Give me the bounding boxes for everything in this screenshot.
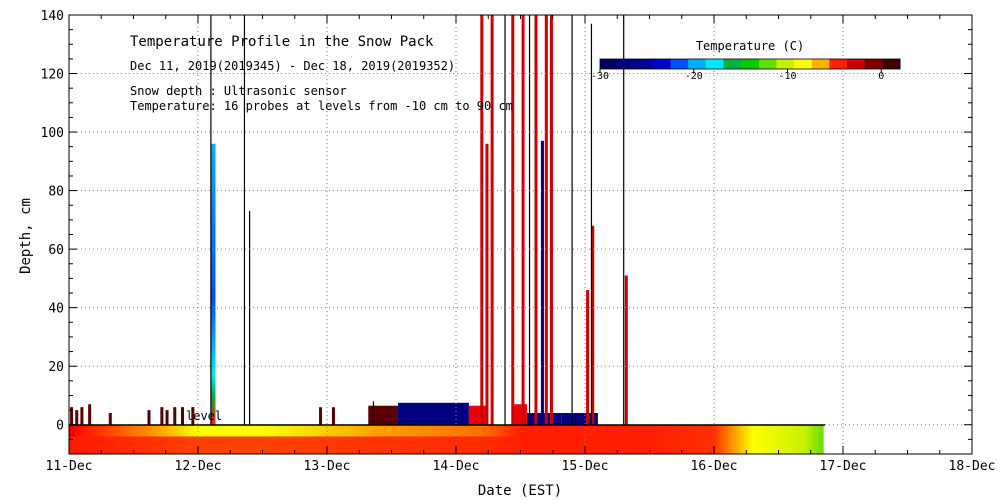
y-tick-label: 40 bbox=[48, 302, 64, 317]
depth-spike bbox=[504, 15, 506, 425]
depth-spike bbox=[181, 407, 185, 425]
depth-spike bbox=[331, 407, 335, 425]
ground-deep-band bbox=[69, 436, 534, 454]
depth-spike bbox=[88, 404, 92, 425]
y-tick-label: 60 bbox=[48, 243, 64, 258]
depth-spike bbox=[173, 407, 177, 425]
colorbar-cell bbox=[811, 59, 830, 69]
colorbar-cell bbox=[705, 59, 725, 69]
colorbar-cell bbox=[741, 59, 760, 69]
x-tick-label: 13-Dec bbox=[304, 459, 351, 474]
depth-spike bbox=[160, 407, 164, 425]
depth-spike bbox=[372, 401, 375, 425]
colorbar-frame bbox=[599, 58, 901, 70]
colorbar-cell bbox=[864, 59, 883, 69]
note-snow-depth: Snow depth : Ultrasonic sensor bbox=[130, 84, 347, 98]
temperature-column bbox=[211, 143, 216, 425]
colorbar-cell bbox=[882, 59, 901, 69]
depth-spike bbox=[75, 410, 79, 425]
colorbar: Temperature (C) -30 -20 -10 0 bbox=[591, 39, 901, 82]
x-tick-label: 11-Dec bbox=[46, 459, 93, 474]
x-tick-label: 14-Dec bbox=[433, 459, 480, 474]
y-tick-label: 100 bbox=[41, 126, 64, 141]
colorbar-cell bbox=[829, 59, 848, 69]
depth-spike bbox=[571, 15, 573, 425]
colorbar-cell bbox=[847, 59, 866, 69]
snow-band bbox=[561, 413, 598, 425]
depth-spike bbox=[624, 275, 628, 425]
depth-spike bbox=[249, 211, 251, 425]
depth-spike bbox=[485, 143, 489, 425]
colorbar-cell bbox=[617, 59, 636, 69]
colorbar-tick-label: -30 bbox=[591, 71, 609, 82]
snow-band bbox=[468, 405, 489, 425]
snow-band bbox=[514, 404, 527, 425]
depth-spike bbox=[319, 407, 323, 425]
depth-spike bbox=[586, 290, 590, 425]
depth-spike bbox=[590, 23, 593, 425]
y-tick-label: 80 bbox=[48, 185, 64, 200]
x-tick-label: 18-Dec bbox=[949, 459, 996, 474]
grid bbox=[69, 15, 972, 454]
depth-spike bbox=[191, 407, 195, 425]
y-tick-label: 120 bbox=[41, 68, 64, 83]
depth-spike bbox=[490, 15, 494, 425]
y-tick-label: 20 bbox=[48, 360, 64, 375]
colorbar-cell bbox=[794, 59, 813, 69]
depth-spike bbox=[80, 407, 84, 425]
y-tick-label: 0 bbox=[56, 419, 64, 434]
colorbar-tick-label: -10 bbox=[778, 71, 796, 82]
depth-spike bbox=[210, 15, 212, 425]
chart-title: Temperature Profile in the Snow Pack bbox=[130, 34, 434, 50]
y-axis: 0 20 40 60 80 100 120 140 bbox=[41, 9, 972, 455]
depth-spike bbox=[147, 410, 151, 425]
colorbar-title: Temperature (C) bbox=[696, 39, 804, 53]
x-tick-label: 17-Dec bbox=[820, 459, 867, 474]
colorbar-cell bbox=[600, 59, 619, 69]
x-tick-label: 15-Dec bbox=[562, 459, 609, 474]
depth-spike bbox=[591, 225, 595, 425]
depth-spike bbox=[511, 15, 515, 425]
depth-spike bbox=[108, 413, 112, 425]
depth-spike bbox=[623, 15, 625, 425]
snow-band bbox=[397, 402, 469, 425]
depth-spike bbox=[534, 15, 538, 425]
colorbar-cell bbox=[635, 59, 654, 69]
depth-spike bbox=[165, 410, 169, 425]
snow-band bbox=[368, 405, 398, 425]
depth-spike bbox=[521, 15, 525, 425]
x-tick-label: 12-Dec bbox=[175, 459, 222, 474]
note-temperature: Temperature: 16 probes at levels from -1… bbox=[130, 99, 513, 113]
depth-spike bbox=[243, 15, 246, 425]
x-axis: 11-Dec 12-Dec 13-Dec 14-Dec 15-Dec 16-Dec 17-D… bbox=[46, 15, 996, 474]
depth-spike bbox=[544, 15, 548, 425]
date-range: Dec 11, 2019(2019345) - Dec 18, 2019(201… bbox=[130, 59, 455, 73]
x-tick-label: 16-Dec bbox=[691, 459, 738, 474]
snow-band bbox=[526, 413, 562, 425]
y-axis-title: Depth, cm bbox=[18, 198, 34, 274]
x-axis-title: Date (EST) bbox=[478, 483, 562, 499]
depth-spike bbox=[549, 15, 553, 425]
colorbar-cell bbox=[688, 59, 707, 69]
colorbar-cell bbox=[652, 59, 672, 69]
colorbar-tick-label: -20 bbox=[685, 71, 703, 82]
colorbar-cell bbox=[670, 59, 689, 69]
colorbar-cell bbox=[723, 59, 742, 69]
ground-label: level bbox=[186, 409, 222, 423]
y-tick-label: 140 bbox=[41, 9, 64, 24]
colorbar-cell bbox=[776, 59, 795, 69]
depth-spike bbox=[540, 140, 544, 425]
depth-spike bbox=[528, 15, 531, 425]
plot-area bbox=[69, 15, 824, 454]
colorbar-tick-label: 0 bbox=[878, 71, 884, 82]
plot-frame bbox=[68, 14, 973, 455]
colorbar-cell bbox=[758, 59, 777, 69]
depth-spike bbox=[480, 15, 484, 425]
depth-spike bbox=[70, 407, 74, 425]
